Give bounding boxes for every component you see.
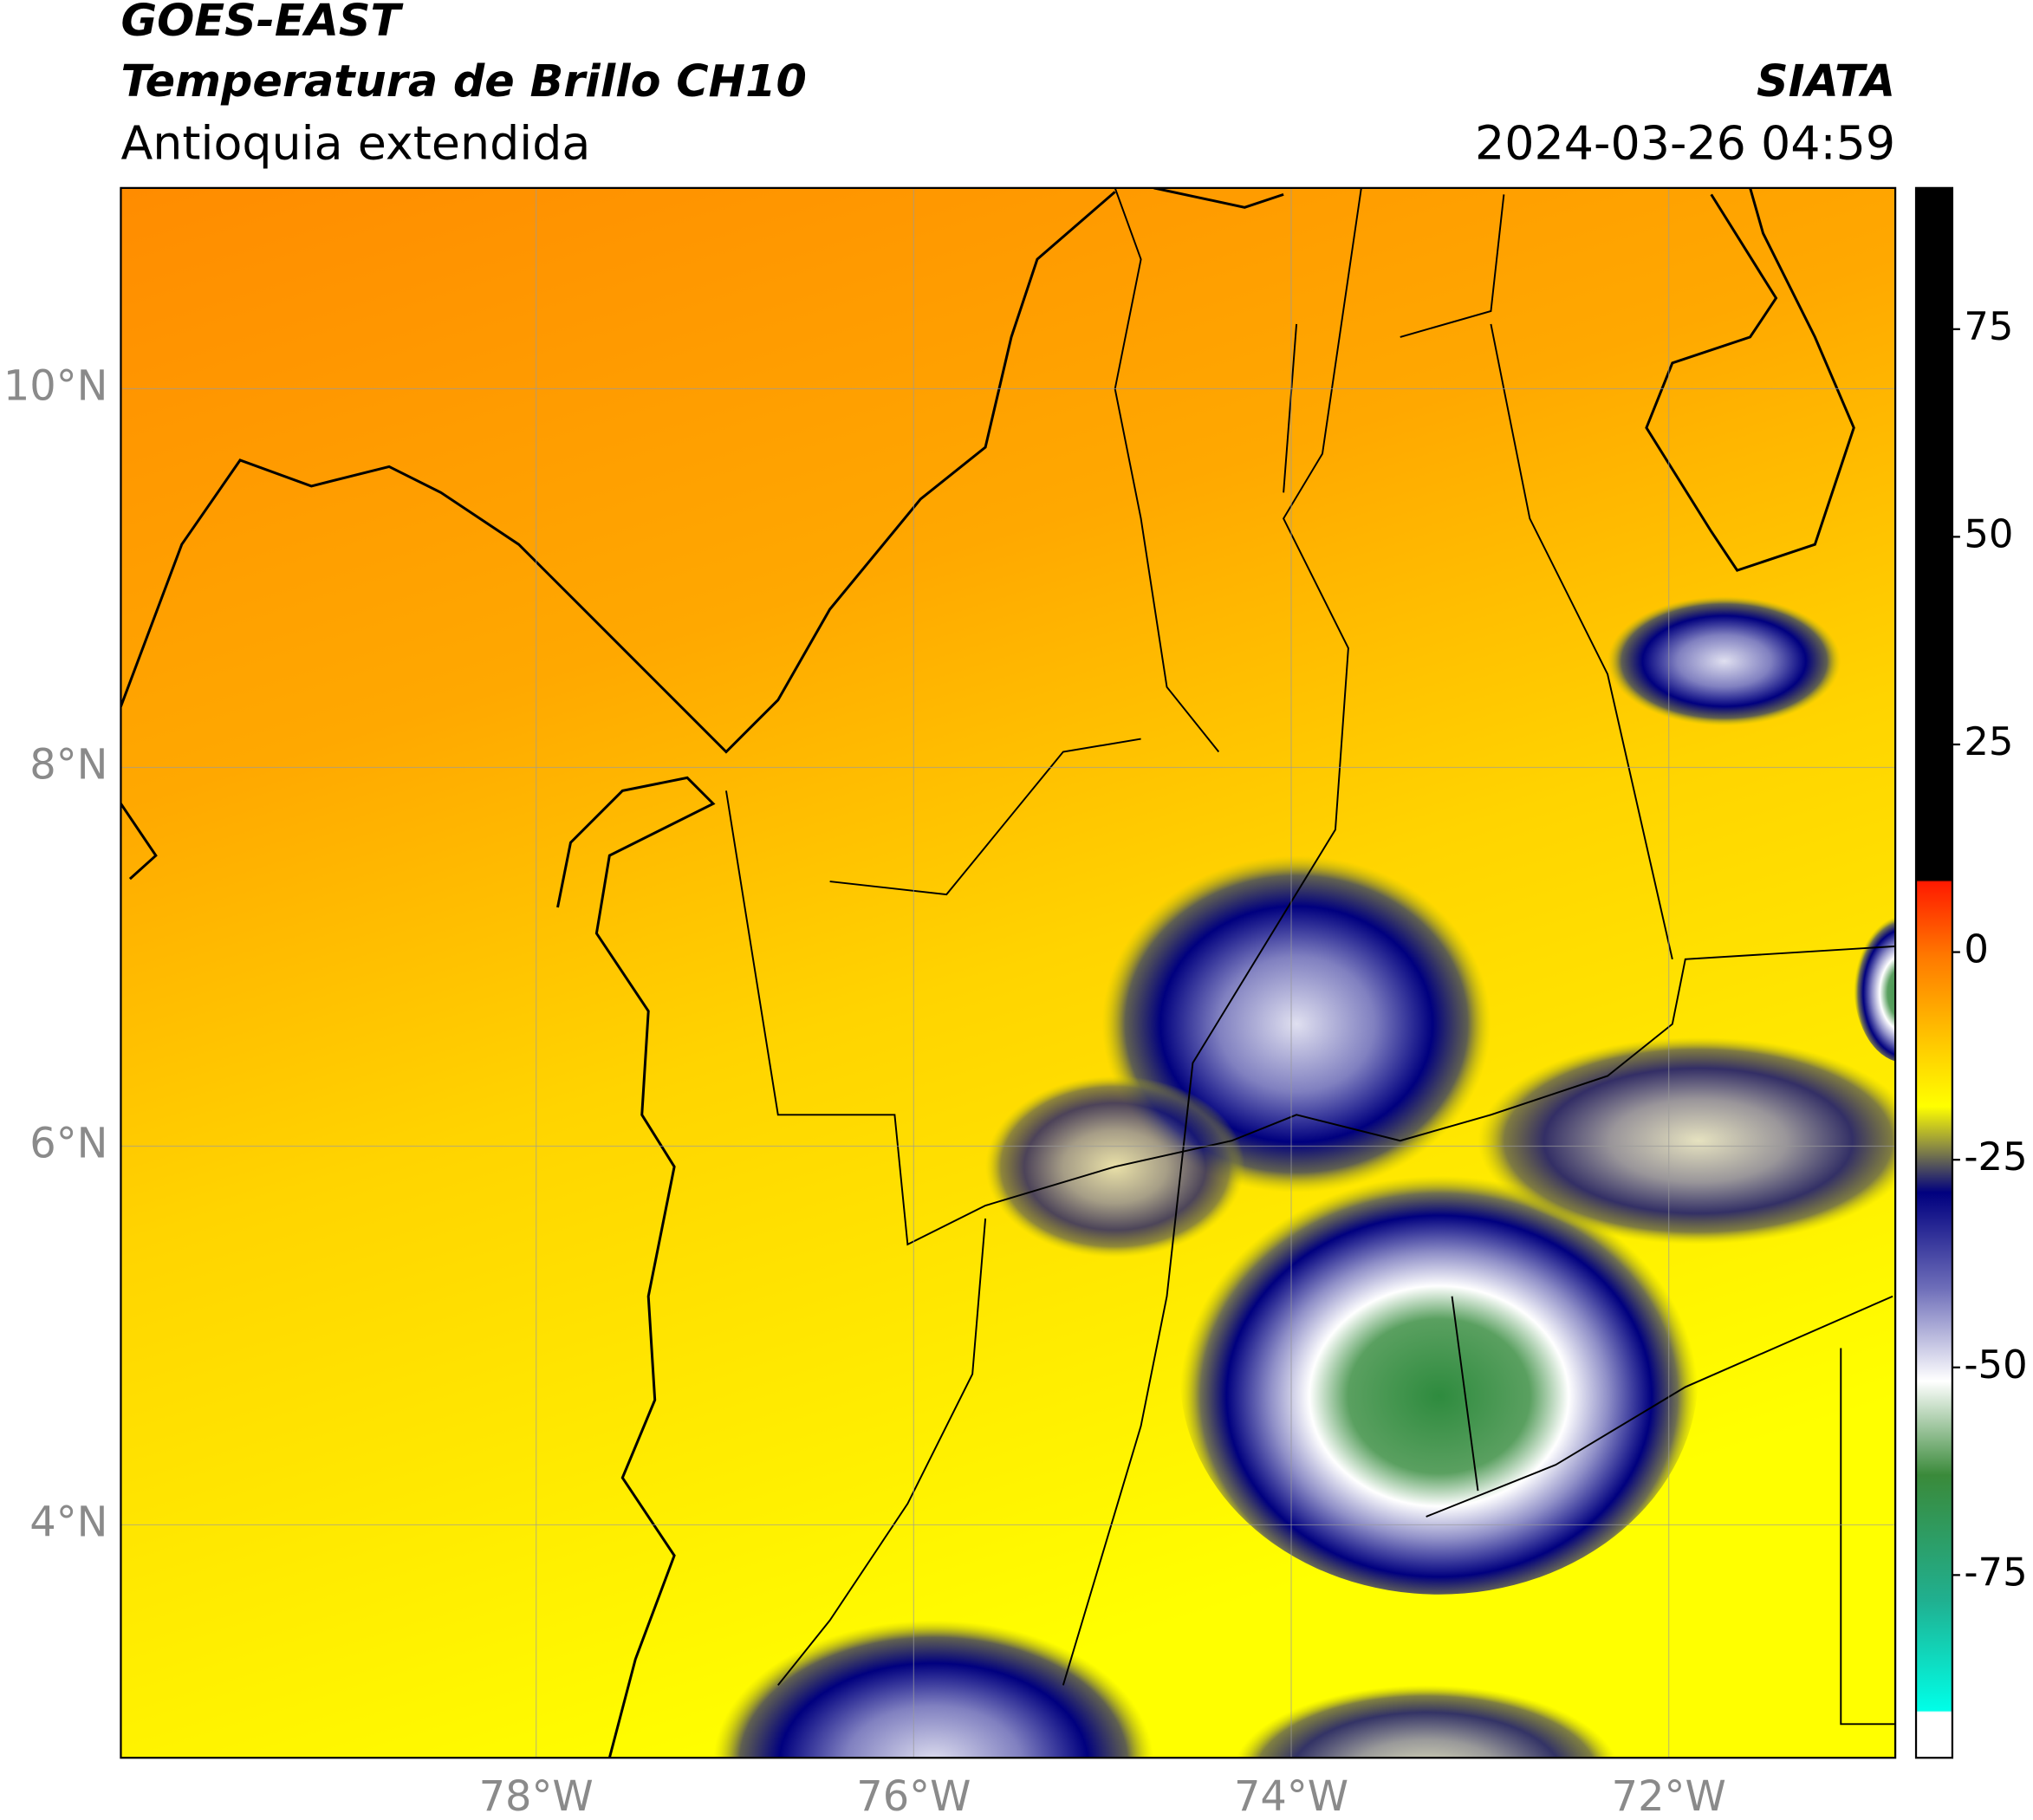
y-tick-label: 6°N <box>29 1120 107 1167</box>
colorbar-tick-label: -75 <box>1964 1549 2027 1595</box>
subtitle: Temperatura de Brillo CH10 <box>120 55 806 107</box>
colorbar <box>1914 186 1954 1759</box>
x-tick-label: 76°W <box>856 1773 971 1820</box>
colorbar-tick-label: 0 <box>1964 926 1989 972</box>
colorbar-tick-label: 50 <box>1964 510 2013 556</box>
colorbar-tick-label: 25 <box>1964 718 2013 764</box>
colorbar-tick-label: -50 <box>1964 1342 2027 1388</box>
title: GOES-EAST <box>120 0 404 46</box>
x-tick-label: 74°W <box>1234 1773 1348 1820</box>
colorbar-tick-label: 75 <box>1964 303 2013 349</box>
y-tick-label: 4°N <box>29 1498 107 1546</box>
map-frame <box>120 186 1897 1759</box>
region: Antioquia extendida <box>120 116 590 171</box>
colorbar-tick-label: -25 <box>1964 1134 2027 1180</box>
x-tick-label: 78°W <box>479 1773 594 1820</box>
y-tick-label: 8°N <box>29 741 107 789</box>
source: SIATA <box>1757 55 1895 107</box>
map-image <box>120 187 1896 1758</box>
y-tick-label: 10°N <box>3 362 108 410</box>
x-tick-label: 72°W <box>1612 1773 1726 1820</box>
timestamp: 2024-03-26 04:59 <box>1475 116 1895 171</box>
